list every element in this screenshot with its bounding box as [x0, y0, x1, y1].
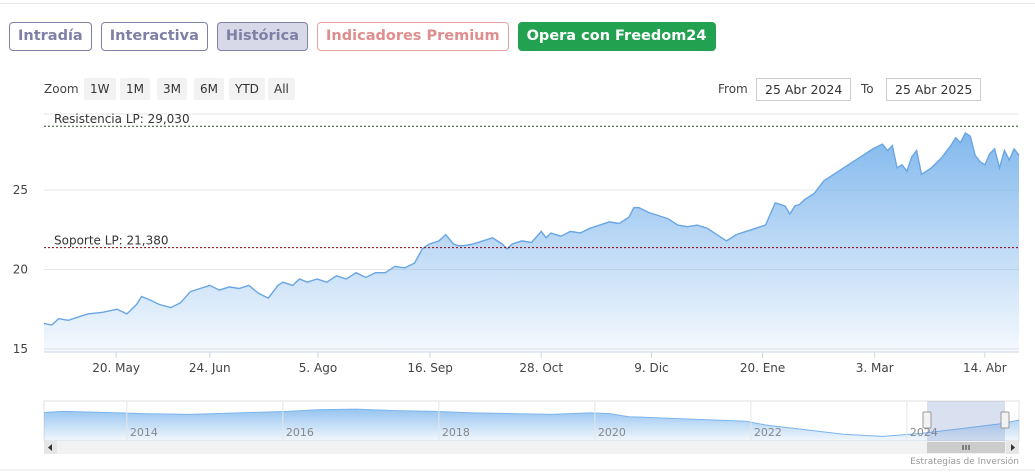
x-tick-label: 16. Sep	[407, 361, 453, 375]
grip-icon	[962, 445, 970, 450]
chevron-right-icon	[1011, 444, 1015, 451]
x-tick-label: 24. Jun	[189, 361, 231, 375]
tab-bar: Intradía Interactiva Histórica Indicador…	[9, 22, 716, 51]
zoom-all-button[interactable]: All	[268, 78, 295, 100]
x-tick-label: 14. Abr	[963, 361, 1007, 375]
navigator-line	[43, 408, 1020, 437]
zoom-3m-button[interactable]: 3M	[157, 78, 187, 100]
navigator-year-label: 2020	[598, 426, 626, 439]
y-axis: 15 20 25	[13, 183, 28, 356]
navigator-years: 2014 2016 2018 2020 2022 2024	[126, 401, 938, 441]
range-from-label: From	[718, 82, 748, 96]
support-label: Soporte LP: 21,380	[54, 234, 169, 248]
scrollbar-track[interactable]	[44, 441, 1019, 454]
navigator-year-label: 2014	[130, 426, 158, 439]
series-line	[43, 131, 1020, 326]
navigator-year-label: 2018	[442, 426, 470, 439]
navigator-left-handle[interactable]	[922, 411, 932, 429]
zoom-1w-button[interactable]: 1W	[84, 78, 116, 100]
navigator-year-label: 2016	[286, 426, 314, 439]
navigator-area	[44, 409, 1019, 441]
y-tick-label: 20	[13, 262, 28, 276]
navigator-selection[interactable]	[927, 401, 1005, 441]
y-tick-label: 25	[13, 183, 28, 197]
navigator-year-label: 2024	[910, 426, 938, 439]
zoom-6m-button[interactable]: 6M	[194, 78, 224, 100]
resistance-label: Resistencia LP: 29,030	[54, 112, 190, 126]
zoom-label: Zoom	[44, 82, 79, 96]
x-tick-label: 20. Ene	[740, 361, 785, 375]
x-tick-label: 28. Oct	[519, 361, 563, 375]
x-tick-label: 20. May	[92, 361, 140, 375]
tab-interactiva[interactable]: Interactiva	[100, 22, 208, 51]
x-tick-label: 3. Mar	[856, 361, 894, 375]
chevron-left-icon	[48, 444, 52, 451]
range-to-input[interactable]: 25 Abr 2025	[886, 78, 982, 101]
opera-freedom24-button[interactable]: Opera con Freedom24	[517, 22, 716, 51]
chart-credit: Estrategias de Inversión	[910, 456, 1019, 467]
zoom-ytd-button[interactable]: YTD	[229, 78, 265, 100]
tab-indicadores-premium[interactable]: Indicadores Premium	[317, 22, 509, 51]
navigator-year-label: 2022	[754, 426, 782, 439]
top-divider	[0, 3, 1035, 4]
x-tick-label: 9. Dic	[634, 361, 668, 375]
range-to-label: To	[861, 82, 874, 96]
y-tick-label: 15	[13, 342, 28, 356]
tab-historica[interactable]: Histórica	[216, 22, 309, 51]
x-tick-label: 5. Ago	[299, 361, 337, 375]
x-axis: 20. May 24. Jun 5. Ago 16. Sep 28. Oct 9. Dic…	[92, 352, 1007, 375]
navigator-right-handle[interactable]	[1000, 411, 1010, 429]
zoom-1m-button[interactable]: 1M	[120, 78, 150, 100]
tab-intradia[interactable]: Intradía	[9, 22, 92, 51]
range-from-input[interactable]: 25 Abr 2024	[756, 78, 852, 101]
